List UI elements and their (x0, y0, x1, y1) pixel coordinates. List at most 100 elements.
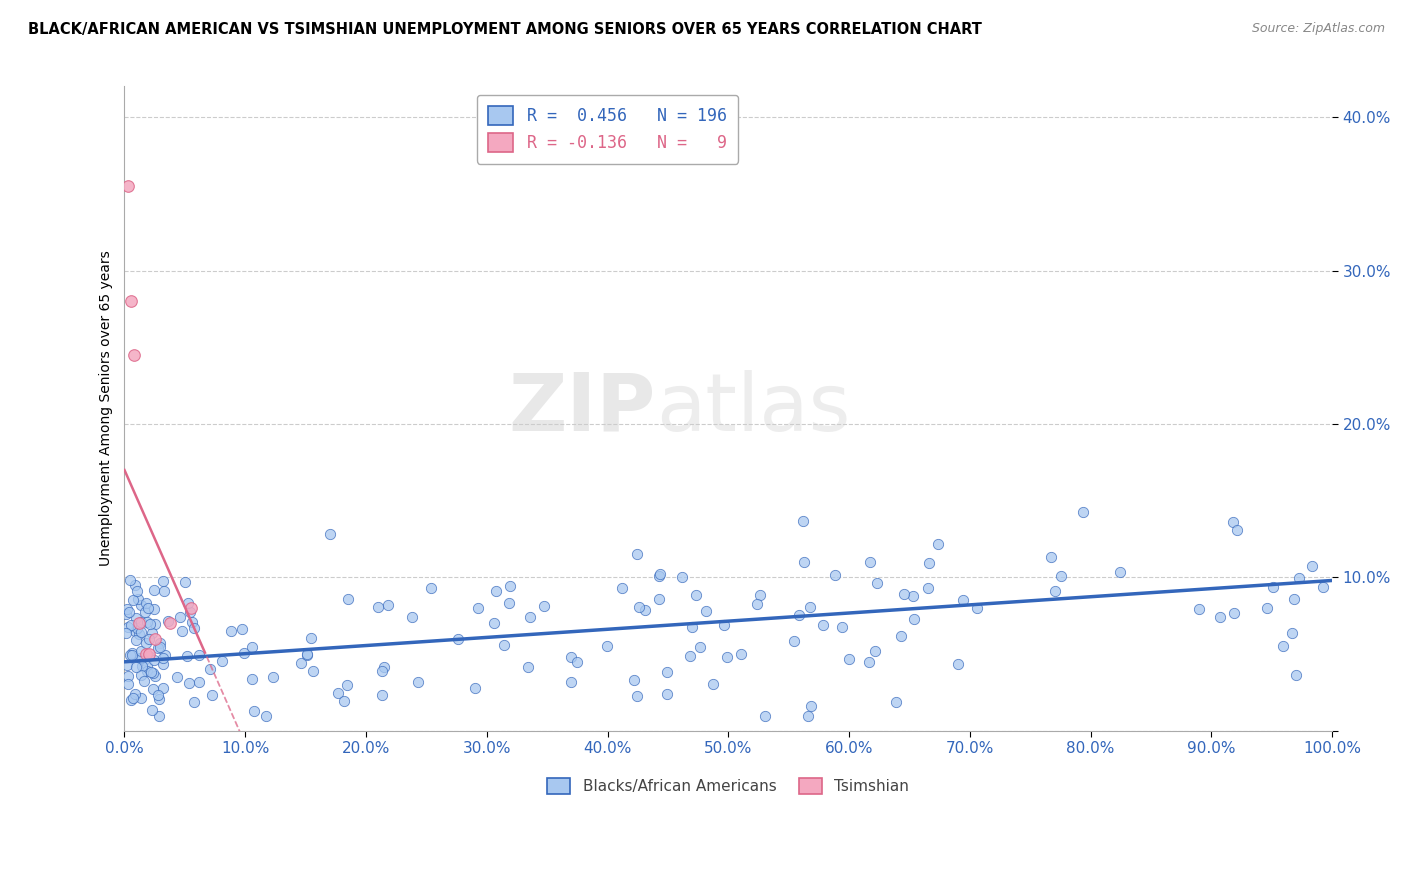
Point (482, 615, 505, 630)
Point (135, 647, 157, 661)
Point (797, 708, 820, 723)
Point (232, 646, 254, 660)
Point (129, 615, 152, 629)
Point (117, 620, 139, 634)
Point (187, 648, 209, 663)
Point (200, 688, 222, 702)
Text: Source: ZipAtlas.com: Source: ZipAtlas.com (1251, 22, 1385, 36)
Point (336, 678, 359, 692)
Point (498, 597, 520, 611)
Point (152, 681, 174, 696)
Point (136, 665, 159, 679)
Point (121, 648, 143, 662)
Point (498, 579, 520, 593)
Point (685, 588, 707, 602)
Point (129, 624, 152, 639)
Point (866, 576, 889, 591)
Point (793, 555, 815, 569)
Point (143, 602, 166, 616)
Point (494, 638, 516, 652)
Point (142, 682, 165, 697)
Point (139, 665, 162, 679)
Point (117, 179, 139, 194)
Point (1222, 515, 1244, 529)
Point (177, 675, 200, 690)
Point (135, 615, 157, 629)
Point (138, 632, 160, 646)
Point (136, 658, 159, 673)
Point (120, 692, 142, 706)
Point (141, 703, 163, 717)
Point (754, 708, 776, 723)
Point (127, 621, 149, 635)
Point (657, 687, 679, 701)
Point (143, 653, 166, 667)
Point (143, 582, 166, 597)
Point (134, 653, 156, 667)
Point (517, 660, 540, 674)
Point (146, 689, 169, 703)
Point (134, 605, 156, 619)
Point (143, 632, 166, 646)
Point (138, 649, 160, 664)
Point (128, 651, 150, 665)
Point (124, 687, 146, 701)
Point (373, 660, 395, 674)
Point (626, 547, 648, 561)
Point (125, 660, 148, 674)
Point (1209, 610, 1232, 624)
Point (169, 610, 191, 624)
Point (254, 708, 277, 723)
Point (519, 610, 541, 624)
Point (120, 618, 142, 632)
Point (946, 657, 969, 671)
Point (824, 568, 846, 582)
Point (901, 589, 924, 603)
Point (370, 688, 392, 702)
Point (623, 673, 645, 688)
Point (927, 537, 949, 551)
Point (647, 569, 669, 583)
Point (792, 514, 814, 528)
Point (893, 587, 915, 601)
Point (157, 614, 180, 628)
Point (136, 600, 159, 615)
Point (159, 616, 181, 631)
Point (371, 664, 394, 678)
Point (152, 657, 174, 671)
Point (713, 617, 735, 632)
Point (262, 670, 284, 684)
Point (148, 708, 170, 723)
Point (408, 675, 430, 690)
Point (183, 695, 205, 709)
Text: atlas: atlas (655, 369, 851, 448)
Point (799, 599, 821, 614)
Point (143, 668, 166, 682)
Point (952, 593, 974, 607)
Point (134, 596, 156, 610)
Point (657, 665, 679, 679)
Point (1108, 565, 1130, 579)
Point (560, 674, 582, 689)
Point (231, 622, 253, 636)
Point (299, 631, 322, 645)
Point (131, 659, 153, 673)
Point (858, 655, 880, 669)
Point (297, 647, 319, 661)
Point (240, 640, 263, 654)
Point (122, 691, 145, 706)
Point (1256, 600, 1278, 615)
Point (120, 648, 142, 662)
Point (170, 624, 193, 638)
Point (180, 601, 202, 615)
Point (903, 612, 925, 626)
Point (122, 593, 145, 607)
Point (114, 626, 136, 640)
Point (787, 608, 810, 623)
Point (135, 636, 157, 650)
Point (650, 566, 672, 581)
Point (783, 634, 806, 648)
Point (695, 603, 717, 617)
Point (1301, 558, 1323, 573)
Point (681, 620, 703, 634)
